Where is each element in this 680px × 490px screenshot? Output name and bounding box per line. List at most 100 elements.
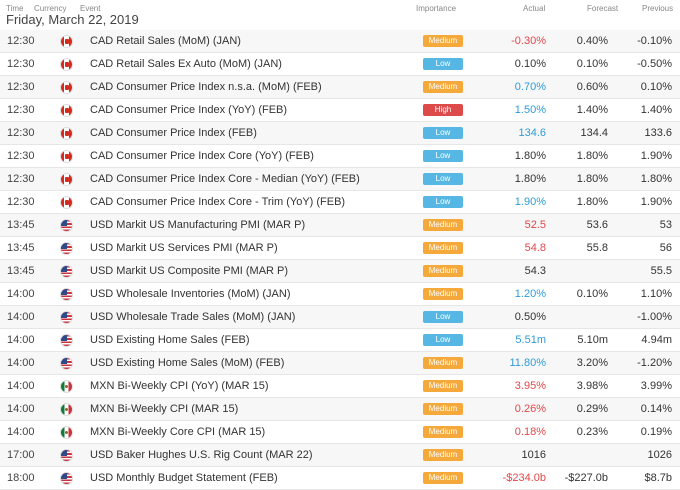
us-flag-icon (60, 334, 73, 347)
event-name[interactable]: USD Markit US Composite PMI (MAR P) (90, 265, 289, 277)
table-row[interactable]: 14:00 MXN Bi-Weekly CPI (YoY) (MAR 15) Med… (0, 375, 680, 398)
canada-flag-icon (60, 58, 73, 71)
table-row[interactable]: 12:30 CAD Retail Sales Ex Auto (MoM) (JAN… (0, 53, 680, 76)
previous-value: 1.90% (640, 196, 672, 208)
canada-flag-icon (60, 173, 73, 186)
event-name[interactable]: USD Markit US Services PMI (MAR P) (90, 242, 278, 254)
table-row[interactable]: 12:30 CAD Consumer Price Index (YoY) (FEB… (0, 99, 680, 122)
column-header-previous[interactable]: Previous (642, 4, 674, 13)
event-name[interactable]: CAD Consumer Price Index (FEB) (90, 127, 257, 139)
previous-value: 1.80% (640, 173, 672, 185)
event-time: 12:30 (7, 81, 35, 93)
table-row[interactable]: 12:30 CAD Retail Sales (MoM) (JAN) Medium -… (0, 30, 680, 53)
previous-value: 1026 (647, 449, 672, 461)
table-row[interactable]: 17:00 USD Baker Hughes U.S. Rig Count (MA… (0, 444, 680, 467)
table-row[interactable]: 12:30 CAD Consumer Price Index (FEB) Low 13… (0, 122, 680, 145)
mexico-flag-icon (60, 403, 73, 416)
event-name[interactable]: USD Wholesale Trade Sales (MoM) (JAN) (90, 311, 296, 323)
event-name[interactable]: MXN Bi-Weekly Core CPI (MAR 15) (90, 426, 266, 438)
event-name[interactable]: USD Monthly Budget Statement (FEB) (90, 472, 278, 484)
us-flag-icon (60, 219, 73, 232)
us-flag-icon (60, 265, 73, 278)
table-row[interactable]: 14:00 USD Existing Home Sales (FEB) Low 5.5… (0, 329, 680, 352)
event-time: 17:00 (7, 449, 35, 461)
event-table-body: 12:30 CAD Retail Sales (MoM) (JAN) Medium -… (0, 30, 680, 490)
forecast-value: 1.40% (576, 104, 608, 116)
forecast-value: -$227.0b (564, 472, 608, 484)
column-header-importance[interactable]: Importance (416, 4, 457, 13)
us-flag-icon (60, 288, 73, 301)
event-time: 18:00 (7, 472, 35, 484)
forecast-value: 0.29% (576, 403, 608, 415)
event-name[interactable]: USD Baker Hughes U.S. Rig Count (MAR 22) (90, 449, 313, 461)
event-name[interactable]: CAD Consumer Price Index Core (YoY) (FEB… (90, 150, 314, 162)
column-header-event[interactable]: Event (80, 4, 101, 13)
forecast-value: 1.80% (576, 150, 608, 162)
importance-badge: Medium (423, 219, 463, 231)
event-name[interactable]: MXN Bi-Weekly CPI (MAR 15) (90, 403, 239, 415)
event-time: 12:30 (7, 196, 35, 208)
importance-badge: Low (423, 334, 463, 346)
actual-value: -0.30% (511, 35, 546, 47)
actual-value: 3.95% (514, 380, 546, 392)
event-time: 14:00 (7, 311, 35, 323)
event-name[interactable]: USD Markit US Manufacturing PMI (MAR P) (90, 219, 306, 231)
previous-value: $8.7b (644, 472, 672, 484)
event-name[interactable]: CAD Consumer Price Index Core - Median (… (90, 173, 360, 185)
table-row[interactable]: 12:30 CAD Consumer Price Index Core - Med… (0, 168, 680, 191)
importance-badge: Medium (423, 242, 463, 254)
event-name[interactable]: CAD Consumer Price Index Core - Trim (Yo… (90, 196, 346, 208)
event-name[interactable]: CAD Consumer Price Index (YoY) (FEB) (90, 104, 288, 116)
importance-badge: High (423, 104, 463, 116)
event-time: 12:30 (7, 58, 35, 70)
mexico-flag-icon (60, 380, 73, 393)
event-time: 12:30 (7, 35, 35, 47)
table-row[interactable]: 12:30 CAD Consumer Price Index Core - Tri… (0, 191, 680, 214)
us-flag-icon (60, 311, 73, 324)
table-row[interactable]: 14:00 MXN Bi-Weekly CPI (MAR 15) Medium 0.2… (0, 398, 680, 421)
event-name[interactable]: USD Existing Home Sales (FEB) (90, 334, 250, 346)
event-name[interactable]: CAD Consumer Price Index n.s.a. (MoM) (F… (90, 81, 322, 93)
event-name[interactable]: CAD Retail Sales Ex Auto (MoM) (JAN) (90, 58, 282, 70)
actual-value: 54.8 (524, 242, 546, 254)
us-flag-icon (60, 472, 73, 485)
table-row[interactable]: 14:00 USD Wholesale Inventories (MoM) (JA… (0, 283, 680, 306)
importance-badge: Low (423, 196, 463, 208)
previous-value: 55.5 (650, 265, 672, 277)
event-name[interactable]: MXN Bi-Weekly CPI (YoY) (MAR 15) (90, 380, 269, 392)
actual-value: 0.10% (514, 58, 546, 70)
table-row[interactable]: 18:00 USD Monthly Budget Statement (FEB) M… (0, 467, 680, 490)
importance-badge: Medium (423, 357, 463, 369)
table-row[interactable]: 14:00 USD Wholesale Trade Sales (MoM) (JA… (0, 306, 680, 329)
actual-value: 52.5 (524, 219, 546, 231)
table-row[interactable]: 12:30 CAD Consumer Price Index Core (YoY)… (0, 145, 680, 168)
actual-value: 0.26% (514, 403, 546, 415)
event-name[interactable]: USD Existing Home Sales (MoM) (FEB) (90, 357, 285, 369)
importance-badge: Medium (423, 35, 463, 47)
event-time: 13:45 (7, 242, 35, 254)
table-row[interactable]: 13:45 USD Markit US Services PMI (MAR P) M… (0, 237, 680, 260)
table-row[interactable]: 13:45 USD Markit US Manufacturing PMI (MA… (0, 214, 680, 237)
actual-value: 134.6 (518, 127, 546, 139)
event-time: 14:00 (7, 426, 35, 438)
forecast-value: 0.10% (576, 58, 608, 70)
event-time: 13:45 (7, 219, 35, 231)
actual-value: 1.50% (514, 104, 546, 116)
actual-value: -$234.0b (502, 472, 546, 484)
previous-value: 0.19% (640, 426, 672, 438)
table-row[interactable]: 13:45 USD Markit US Composite PMI (MAR P)… (0, 260, 680, 283)
event-time: 12:30 (7, 173, 35, 185)
table-row[interactable]: 14:00 USD Existing Home Sales (MoM) (FEB)… (0, 352, 680, 375)
table-row[interactable]: 12:30 CAD Consumer Price Index n.s.a. (Mo… (0, 76, 680, 99)
event-name[interactable]: CAD Retail Sales (MoM) (JAN) (90, 35, 241, 47)
importance-badge: Low (423, 173, 463, 185)
column-header-currency[interactable]: Currency (34, 4, 67, 13)
column-header-forecast[interactable]: Forecast (587, 4, 619, 13)
actual-value: 5.51m (515, 334, 546, 346)
forecast-value: 1.80% (576, 196, 608, 208)
table-row[interactable]: 14:00 MXN Bi-Weekly Core CPI (MAR 15) Medi… (0, 421, 680, 444)
event-name[interactable]: USD Wholesale Inventories (MoM) (JAN) (90, 288, 291, 300)
column-header-actual[interactable]: Actual (523, 4, 546, 13)
column-header-time[interactable]: Time (6, 4, 24, 13)
column-header-row: Time Currency Event Importance Actual Fo… (0, 0, 680, 14)
